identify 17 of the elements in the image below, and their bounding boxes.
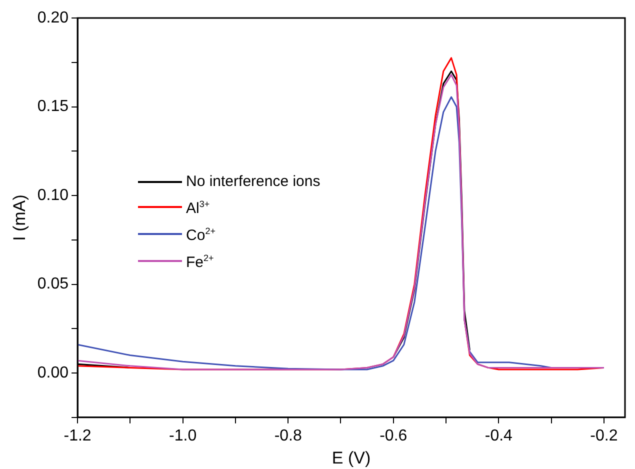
legend-label: Fe$^{2+}$	[186, 252, 214, 273]
y-axis-title: I (mA)	[10, 194, 29, 241]
x-tick-label: -0.4	[484, 427, 513, 444]
y-tick-label: 0.20	[37, 9, 69, 26]
legend-label: Co$^{2+}$	[186, 225, 216, 246]
x-axis-title: E (V)	[332, 448, 371, 468]
y-tick-label: 0.10	[37, 186, 69, 204]
x-tick-label: -1.0	[169, 427, 197, 444]
x-tick-label: -1.2	[64, 427, 92, 444]
x-tick-label: -0.8	[274, 427, 302, 444]
x-tick-label: -0.6	[380, 427, 408, 444]
legend-label: No interference ions	[186, 172, 320, 192]
legend-label: Al$^{3+}$	[186, 198, 210, 219]
y-tick-label: 0.05	[37, 276, 69, 293]
x-tick-label: -0.2	[590, 427, 618, 444]
y-tick-label: 0.15	[37, 98, 69, 116]
y-tick-label: 0.00	[37, 364, 69, 382]
